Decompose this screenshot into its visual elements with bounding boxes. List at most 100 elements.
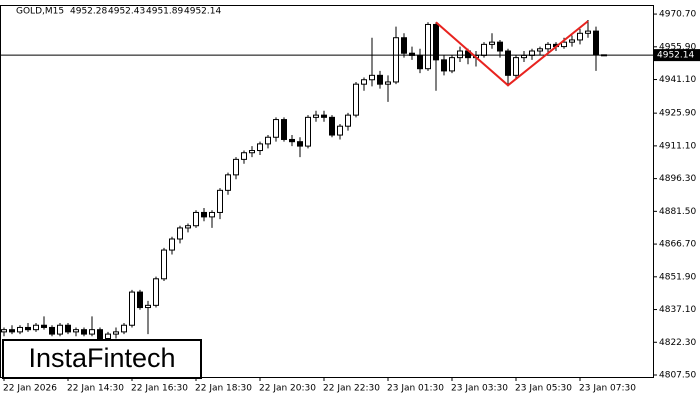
x-tick-label: 22 Jan 14:30 — [67, 384, 124, 394]
candle-body — [105, 333, 111, 340]
candle-body — [145, 304, 151, 309]
candle-body — [497, 41, 503, 52]
candle-body — [25, 326, 31, 331]
candle-body — [281, 119, 287, 140]
ohlc-high: 4952.43 — [108, 7, 145, 17]
candle-body — [425, 23, 431, 70]
candle-body — [161, 249, 167, 280]
candle-body — [129, 291, 135, 326]
y-tick-label: 4866.70 — [659, 240, 696, 250]
candle-body — [545, 43, 551, 50]
y-tick-label: 4925.90 — [659, 109, 696, 119]
candle-body — [401, 37, 407, 54]
candle-body — [321, 114, 327, 118]
candle-body — [369, 74, 375, 81]
candle-body — [57, 324, 63, 335]
y-tick-label: 4851.90 — [659, 272, 696, 282]
candle-body — [113, 331, 119, 335]
candle-body — [377, 74, 383, 85]
candle-body — [289, 138, 295, 143]
candle-body — [433, 23, 439, 61]
price-tag — [654, 49, 700, 62]
candle-body — [89, 329, 95, 335]
candle-body — [233, 158, 239, 176]
candle-body — [457, 50, 463, 59]
candle-body — [9, 329, 15, 333]
candle-body — [73, 329, 79, 333]
x-tick-label: 23 Jan 05:30 — [515, 384, 572, 394]
y-tick-label: 4881.50 — [659, 207, 696, 217]
logo: InstaFintech — [28, 343, 175, 373]
y-tick-label: 4896.30 — [659, 174, 696, 184]
candle-body — [81, 329, 87, 335]
candle-body — [49, 326, 55, 335]
x-tick-label: 23 Jan 01:30 — [387, 384, 444, 394]
y-tick-label: 4911.10 — [659, 141, 696, 151]
x-tick-label: 23 Jan 03:30 — [451, 384, 508, 394]
ohlc-open: 4952.28 — [70, 7, 107, 17]
candle-body — [137, 291, 143, 309]
x-tick-label: 22 Jan 20:30 — [259, 384, 316, 394]
y-tick-label: 4955.90 — [659, 42, 696, 52]
candle-body — [305, 116, 311, 147]
y-tick-label: 4837.10 — [659, 305, 696, 315]
x-tick-label: 22 Jan 2026 — [3, 384, 57, 394]
symbol: GOLD,M15 — [16, 7, 64, 17]
candle-body — [417, 54, 423, 70]
candle-body — [97, 329, 103, 340]
candle-body — [449, 57, 455, 72]
candle-body — [329, 116, 335, 136]
candle-body — [41, 324, 47, 328]
candle-body — [521, 54, 527, 59]
candle-body — [257, 143, 263, 152]
candle-body — [593, 30, 599, 56]
x-tick-label: 22 Jan 18:30 — [195, 384, 252, 394]
candle-body — [361, 79, 367, 85]
candle-body — [217, 189, 223, 213]
candle-body — [393, 37, 399, 83]
plot-frame — [0, 5, 654, 378]
candle-body — [209, 211, 215, 218]
y-tick-label: 4807.50 — [659, 371, 696, 381]
candle-body — [153, 278, 159, 306]
ohlc-close: 4952.14 — [184, 7, 221, 17]
candle-body — [65, 324, 71, 333]
x-tick-label: 23 Jan 07:30 — [579, 384, 636, 394]
pattern-line — [435, 20, 589, 87]
candle-body — [585, 30, 591, 34]
x-tick-label: 22 Jan 22:30 — [323, 384, 380, 394]
candle-body — [225, 174, 231, 191]
candle-body — [185, 225, 191, 229]
ohlc-low: 4951.89 — [146, 7, 183, 17]
candle-body — [481, 43, 487, 56]
candle-body — [561, 41, 567, 48]
candle-body — [313, 114, 319, 118]
candle-body — [577, 32, 583, 41]
candle-body — [177, 227, 183, 240]
candle-body — [169, 238, 175, 251]
candle-body — [441, 59, 447, 72]
candle-body — [273, 119, 279, 138]
y-tick-label: 4822.30 — [659, 338, 696, 348]
candle-body — [17, 326, 23, 333]
y-tick-label: 4941.10 — [659, 75, 696, 85]
candle-body — [353, 83, 359, 116]
candle-body — [121, 324, 127, 333]
candle-body — [505, 50, 511, 76]
candle-body — [489, 41, 495, 45]
candle-body — [33, 324, 39, 331]
candle-body — [345, 114, 351, 127]
candle-body — [537, 48, 543, 52]
x-tick-label: 22 Jan 16:30 — [131, 384, 188, 394]
candle-body — [385, 81, 391, 85]
candle-body — [193, 211, 199, 227]
candle-body — [337, 125, 343, 136]
candle-body — [1, 329, 7, 333]
candle-body — [569, 39, 575, 43]
candle-body — [201, 211, 207, 218]
candle-body — [265, 136, 271, 145]
price-tag-label: 4952.14 — [657, 51, 694, 61]
candle-body — [249, 150, 255, 154]
candle-body — [241, 152, 247, 160]
